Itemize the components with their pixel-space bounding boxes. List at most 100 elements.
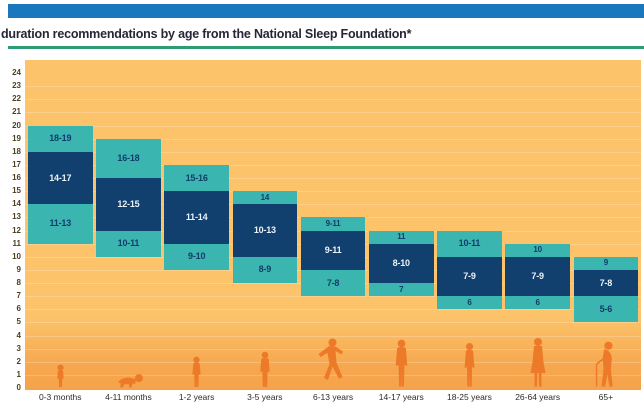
- y-tick-label: 2: [16, 356, 21, 366]
- band-label: 9: [603, 258, 608, 268]
- teen-standing-icon: [387, 330, 416, 388]
- band-label: 11: [397, 232, 406, 242]
- band-label: 12-15: [117, 198, 140, 209]
- may-be-appropriate-low-band: 9-10: [164, 243, 229, 270]
- x-axis-label: 1-2 years: [178, 392, 215, 402]
- y-tick-label: 7: [16, 291, 21, 301]
- y-tick-label: 11: [12, 238, 21, 248]
- may-be-appropriate-low-band: 10-11: [96, 230, 161, 257]
- may-be-appropriate-high-band: 11: [369, 230, 434, 244]
- x-axis-label: 0-3 months: [38, 392, 82, 402]
- gridline: [25, 296, 641, 298]
- may-be-appropriate-high-band: 9-11: [300, 217, 366, 231]
- may-be-appropriate-high-band: 18-19: [28, 125, 93, 152]
- y-tick-label: 19: [12, 133, 21, 143]
- y-tick-label: 24: [12, 68, 21, 77]
- gridline: [25, 335, 641, 337]
- recommended-band: 7-9: [505, 256, 570, 297]
- recommended-band: 8-10: [369, 243, 434, 283]
- may-be-appropriate-low-band: 7: [369, 283, 434, 297]
- y-tick-label: 0: [16, 383, 21, 392]
- y-tick-label: 22: [12, 94, 21, 104]
- may-be-appropriate-low-band: 6: [437, 296, 502, 310]
- y-tick-label: 3: [16, 343, 21, 353]
- gridline: [25, 309, 641, 311]
- gridline: [25, 178, 641, 179]
- recommended-band: 9-11: [300, 230, 366, 270]
- crawling-baby-icon: [110, 372, 147, 388]
- band-label: 8-9: [258, 264, 272, 275]
- gridline: [25, 151, 641, 153]
- y-tick-label: 18: [12, 146, 21, 156]
- may-be-appropriate-low-band: 8-9: [232, 256, 298, 283]
- may-be-appropriate-high-band: 10: [505, 243, 570, 257]
- band-label: 7-8: [326, 277, 340, 288]
- may-be-appropriate-high-band: 9: [573, 256, 639, 270]
- may-be-appropriate-high-band: 10-11: [437, 230, 502, 257]
- y-tick-label: 12: [12, 225, 21, 235]
- infant-standing-icon: [53, 364, 68, 388]
- x-axis-label: 65+: [598, 392, 614, 402]
- band-label: 7-9: [531, 270, 544, 281]
- band-label: 5-6: [599, 303, 613, 314]
- y-tick-label: 13: [12, 212, 21, 222]
- recommended-band: 7-8: [573, 269, 639, 297]
- band-label: 10: [533, 245, 542, 255]
- y-tick-label: 23: [12, 81, 21, 91]
- y-tick-label: 14: [12, 199, 21, 209]
- y-tick-label: 8: [16, 278, 21, 287]
- band-label: 14: [260, 192, 270, 202]
- recommended-band: 14-17: [28, 151, 93, 205]
- toddler-standing-icon: [187, 354, 206, 388]
- gridline: [25, 125, 641, 127]
- band-label: 7: [399, 284, 404, 294]
- gridline: [25, 138, 641, 140]
- recommended-band: 10-13: [232, 204, 298, 257]
- x-axis-label: 4-11 months: [105, 392, 152, 402]
- band-label: 10-11: [458, 238, 481, 249]
- y-tick-label: 16: [12, 173, 21, 182]
- band-label: 9-11: [324, 244, 342, 255]
- gridline: [25, 164, 641, 166]
- gridline: [25, 191, 641, 193]
- may-be-appropriate-low-band: 7-8: [300, 269, 366, 297]
- may-be-appropriate-low-band: 6: [505, 296, 570, 310]
- band-label: 6: [535, 297, 540, 307]
- child-standing-icon: [254, 346, 276, 388]
- band-label: 6: [467, 297, 472, 307]
- y-tick-label: 17: [12, 159, 21, 169]
- recommended-band: 7-9: [437, 256, 502, 297]
- may-be-appropriate-high-band: 14: [232, 191, 298, 205]
- page-title: duration recommendations by age from the…: [1, 27, 412, 41]
- x-axis-label: 26-64 years: [515, 392, 561, 402]
- band-label: 11-13: [49, 218, 72, 229]
- gridline: [25, 86, 641, 88]
- title-underline: [8, 46, 644, 49]
- x-axis-label: 3-5 years: [247, 392, 283, 402]
- gridline: [25, 112, 641, 114]
- may-be-appropriate-low-band: 11-13: [28, 204, 93, 244]
- y-tick-label: 1: [16, 369, 21, 379]
- x-axis-label: 18-25 years: [446, 392, 492, 402]
- band-label: 9-11: [325, 218, 341, 228]
- band-label: 15-16: [185, 172, 208, 183]
- header-bar: [8, 4, 644, 18]
- y-tick-label: 15: [12, 186, 21, 196]
- may-be-appropriate-low-band: 5-6: [573, 296, 639, 323]
- adult-woman-icon: [523, 330, 553, 388]
- band-label: 8-10: [392, 257, 410, 268]
- band-label: 14-17: [49, 172, 72, 183]
- band-label: 16-18: [117, 152, 140, 163]
- adult-standing-icon: [456, 332, 483, 388]
- running-child-icon: [313, 338, 353, 388]
- band-label: 18-19: [49, 133, 72, 144]
- senior-with-cane-icon: [589, 336, 623, 388]
- y-tick-label: 20: [12, 120, 21, 130]
- band-label: 7-8: [599, 277, 613, 288]
- y-tick-label: 9: [16, 264, 21, 274]
- y-tick-label: 21: [12, 107, 21, 117]
- y-tick-label: 5: [16, 317, 21, 327]
- x-axis-label: 6-13 years: [312, 392, 354, 402]
